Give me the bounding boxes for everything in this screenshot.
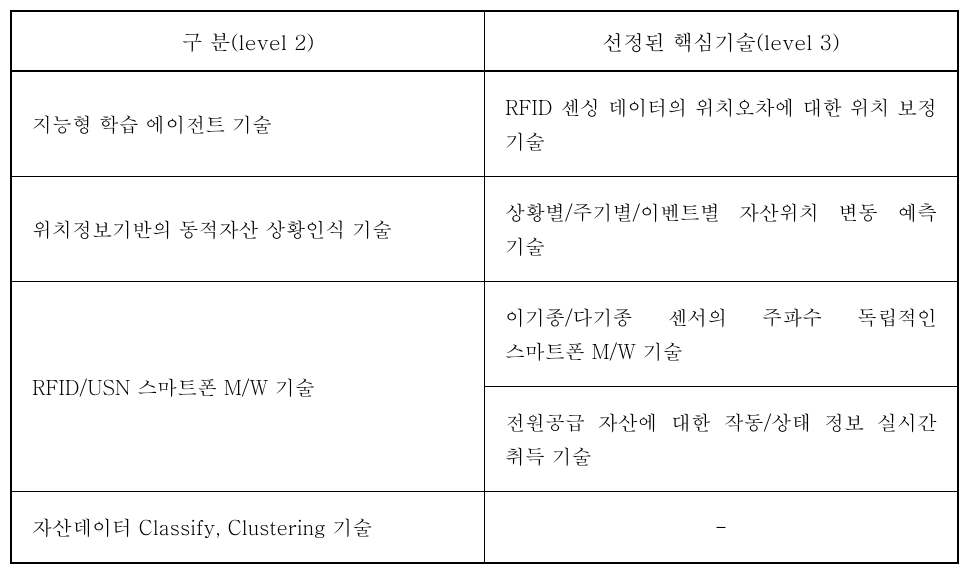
cell-level3-empty: - — [485, 492, 959, 564]
table-row: RFID/USN 스마트폰 M/W 기술 이기종/다기종 센서의 주파수 독립적… — [11, 282, 958, 387]
table-header-row: 구 분(level 2) 선정된 핵심기술(level 3) — [11, 11, 958, 71]
cell-level3: 전원공급 자산에 대한 작동/상태 정보 실시간 취득 기술 — [485, 387, 959, 492]
table-row: 지능형 학습 에이전트 기술 RFID 센싱 데이터의 위치오차에 대한 위치 … — [11, 71, 958, 177]
tech-classification-table: 구 분(level 2) 선정된 핵심기술(level 3) 지능형 학습 에이… — [10, 10, 959, 564]
cell-level3: 이기종/다기종 센서의 주파수 독립적인 스마트폰 M/W 기술 — [485, 282, 959, 387]
cell-level2: 위치정보기반의 동적자산 상황인식 기술 — [11, 177, 485, 282]
table-row: 자산데이터 Classify, Clustering 기술 - — [11, 492, 958, 564]
cell-level2: 자산데이터 Classify, Clustering 기술 — [11, 492, 485, 564]
header-level3: 선정된 핵심기술(level 3) — [485, 11, 959, 71]
cell-level3: RFID 센싱 데이터의 위치오차에 대한 위치 보정 기술 — [485, 71, 959, 177]
table-row: 위치정보기반의 동적자산 상황인식 기술 상황별/주기별/이벤트별 자산위치 변… — [11, 177, 958, 282]
cell-level2: 지능형 학습 에이전트 기술 — [11, 71, 485, 177]
header-level2: 구 분(level 2) — [11, 11, 485, 71]
cell-level3: 상황별/주기별/이벤트별 자산위치 변동 예측 기술 — [485, 177, 959, 282]
table-container: 구 분(level 2) 선정된 핵심기술(level 3) 지능형 학습 에이… — [10, 10, 959, 564]
cell-level2-merged: RFID/USN 스마트폰 M/W 기술 — [11, 282, 485, 492]
